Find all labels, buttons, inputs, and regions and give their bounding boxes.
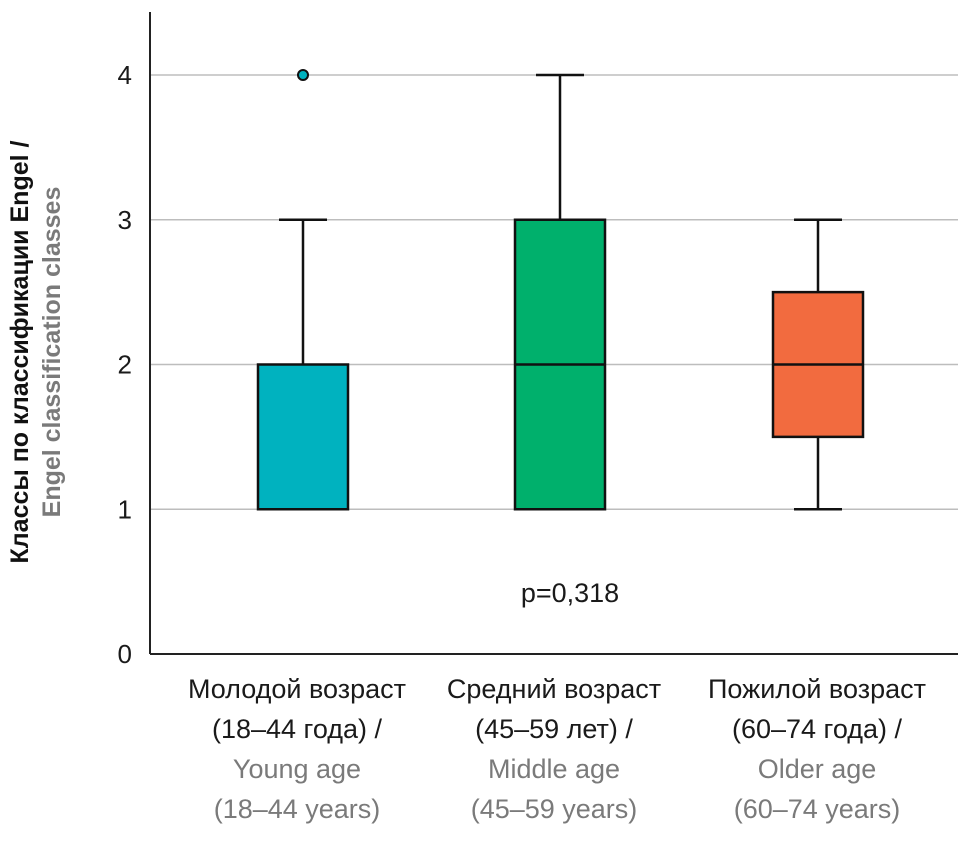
- category-label-1-label_en_2: (18–44 years): [214, 794, 381, 824]
- outlier-point: [297, 69, 309, 81]
- y-tick-label-2: 2: [118, 350, 132, 380]
- category-label-3-label_ru_1: Пожилой возраст: [708, 674, 926, 704]
- y-tick-label-0: 0: [118, 639, 132, 669]
- y-tick-labels: 0 1 2 3 4: [118, 60, 132, 669]
- box-1: [256, 69, 350, 511]
- box-3: [771, 218, 865, 511]
- p-value-annotation: p=0,318: [521, 578, 619, 608]
- category-label-2-label_en_2: (45–59 years): [471, 794, 638, 824]
- category-label-1-label_ru_1: Молодой возраст: [188, 674, 406, 704]
- category-label-2-label_ru_2: (45–59 лет) /: [475, 714, 633, 744]
- boxes: [256, 69, 865, 511]
- category-label-1-label_ru_2: (18–44 года) /: [212, 714, 383, 744]
- y-tick-label-3: 3: [118, 205, 132, 235]
- category-label-3-label_ru_2: (60–74 года) /: [732, 714, 903, 744]
- category-labels: Молодой возраст (18–44 года) / Young age (1…: [188, 674, 926, 824]
- y-axis-title-en: Engel classification classes: [38, 187, 66, 518]
- category-label-2-label_en_1: Middle age: [488, 754, 620, 784]
- category-label-3-label_en_1: Older age: [758, 754, 877, 784]
- y-axis-title: Классы по классификации Engel / Engel cl…: [6, 140, 66, 563]
- y-tick-label-4: 4: [118, 60, 132, 90]
- y-tick-label-1: 1: [118, 494, 132, 524]
- box-body: [256, 363, 350, 511]
- category-label-2-label_ru_1: Средний возраст: [447, 674, 661, 704]
- box-2: [513, 73, 607, 511]
- y-axis-title-ru: Классы по классификации Engel /: [6, 140, 34, 563]
- category-label-1-label_en_1: Young age: [233, 754, 361, 784]
- axes: [149, 12, 958, 655]
- category-label-3-label_en_2: (60–74 years): [734, 794, 901, 824]
